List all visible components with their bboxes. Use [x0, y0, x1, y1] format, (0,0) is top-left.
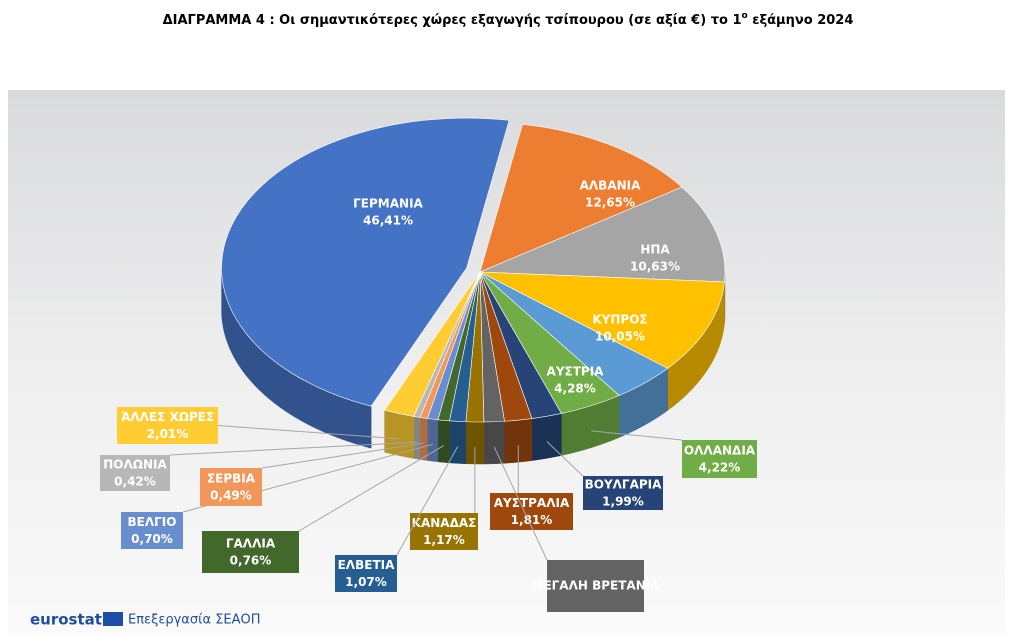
slice-label: ΑΥΣΤΡΙΑ [547, 365, 605, 379]
slice-value-label: 2,01% [147, 427, 189, 441]
slice-value-label: 1,07% [345, 575, 387, 589]
leader-line [591, 430, 683, 441]
slice-label: ΆΛΛΕΣ ΧΩΡΕΣ [121, 410, 214, 424]
source-brand: eurostat [30, 611, 102, 629]
slice-label: ΑΛΒΑΝΙΑ [580, 179, 642, 193]
label-box [490, 493, 573, 530]
slice-label: ΚΑΝΑΔΑΣ [412, 516, 477, 530]
label-box [682, 440, 757, 478]
slice-value-label: 0,70% [131, 532, 173, 546]
label-box [121, 512, 183, 549]
slice [479, 123, 683, 273]
slice-side [437, 419, 450, 464]
slice-label: ΒΟΥΛΓΑΡΙΑ [585, 478, 663, 492]
slice-label: ΚΥΠΡΟΣ [592, 313, 647, 327]
leader-line [169, 441, 417, 456]
slice-side [531, 413, 562, 461]
slice-label: ΒΕΛΓΙΟ [128, 515, 177, 529]
slice-side [427, 418, 439, 463]
leader-line [217, 425, 400, 440]
slice-side [483, 420, 505, 465]
label-box [100, 455, 170, 491]
slice-label: ΓΑΛΛΙΑ [226, 537, 276, 551]
slice-value-label: 10,05% [595, 330, 645, 344]
slice-label: ΗΠΑ [640, 243, 670, 257]
slice-label: ΠΟΛΩΝΙΑ [103, 458, 167, 472]
leader-line [261, 442, 424, 469]
leader-line [546, 441, 584, 477]
slice-value-label: 1,99% [602, 495, 644, 509]
slice-label: ΕΛΒΕΤΙΑ [338, 558, 395, 572]
slice-side [413, 416, 421, 460]
slice-value-label: 0,49% [210, 489, 252, 503]
slice-value-label: 4,22% [699, 461, 741, 475]
slice-label: ΜΕΓΑΛΗ ΒΡΕΤΑΝΙΑ [532, 579, 661, 593]
slice-value-label: 0,76% [230, 554, 272, 568]
label-box [202, 531, 299, 573]
leader-line [493, 446, 548, 561]
slice-label: ΟΛΛΑΝΔΙΑ [684, 444, 756, 458]
slice [479, 186, 726, 283]
label-box [335, 555, 397, 592]
label-box [547, 560, 644, 612]
label-box [410, 513, 478, 550]
leader-line [298, 445, 444, 532]
label-box [583, 476, 663, 510]
source-note: Επεξεργασία ΣΕΑΟΠ [128, 613, 261, 628]
label-box [117, 407, 218, 444]
label-box [200, 468, 262, 506]
leader-line [396, 446, 459, 556]
eu-flag [103, 612, 123, 626]
slice-value-label: 10,63% [630, 260, 680, 274]
slice-side [419, 417, 428, 461]
slice-label: ΣΕΡΒΙΑ [207, 472, 256, 486]
slice-label: ΓΕΡΜΑΝΙΑ [353, 197, 423, 211]
slice-value-label: 46,41% [363, 214, 413, 228]
slice-value-label: 12,65% [585, 196, 635, 210]
slice-value-label: 1,81% [511, 513, 553, 527]
slice-value-label: 4,28% [554, 382, 596, 396]
slice-value-label: 1,17% [423, 533, 465, 547]
slice-value-label: 0,42% [114, 475, 156, 489]
chart-title: ΔΙΑΓΡΑΜΜΑ 4 : Οι σημαντικότερες χώρες εξ… [163, 11, 854, 28]
slice [479, 271, 725, 369]
slice [384, 271, 481, 417]
slice-label: ΑΥΣΤΡΑΛΙΑ [494, 496, 570, 510]
slice [221, 117, 510, 407]
